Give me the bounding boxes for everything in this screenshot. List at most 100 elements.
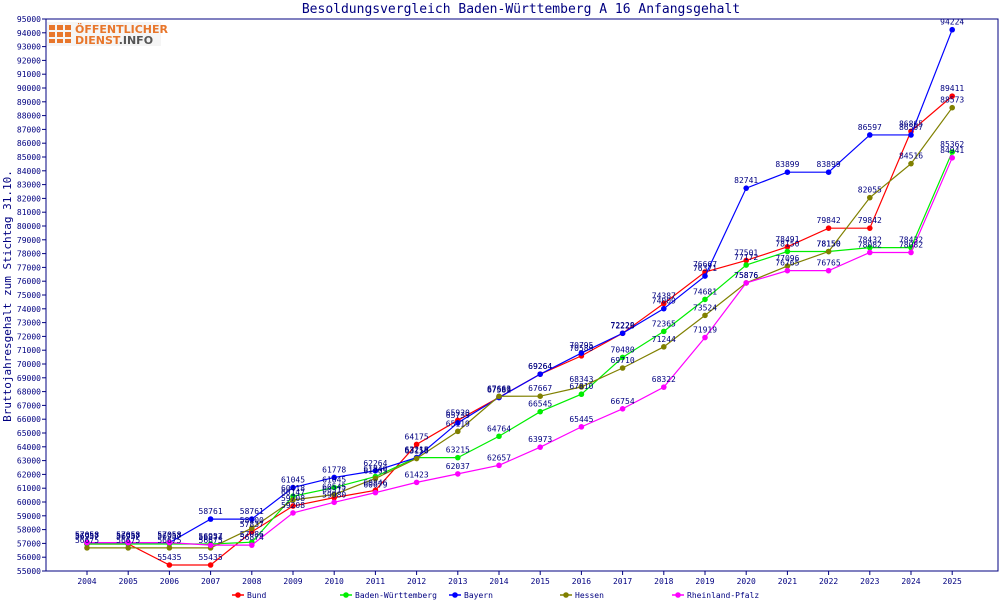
y-tick-label: 59000 [17, 512, 41, 521]
site-logo: ÖFFENTLICHER DIENST.INFO [47, 22, 168, 47]
x-tick-label: 2022 [819, 577, 838, 586]
data-label: 67810 [569, 382, 593, 391]
series-point [867, 194, 873, 201]
data-label: 56957 [116, 532, 140, 541]
y-tick-label: 85000 [17, 153, 41, 162]
y-tick-label: 88000 [17, 112, 41, 121]
data-label: 57058 [116, 531, 140, 540]
series-point [496, 462, 502, 469]
series-point [867, 132, 873, 138]
series-point [207, 542, 214, 548]
y-tick-label: 56000 [17, 553, 41, 562]
y-axis-label: Bruttojahresgehalt zum Stichtag 31.10. [1, 170, 14, 422]
x-tick-label: 2020 [737, 577, 756, 586]
series-point [537, 393, 543, 399]
data-label: 77501 [734, 248, 758, 257]
series-point [578, 384, 585, 390]
legend-swatch-marker [563, 592, 569, 598]
y-axis-ticks: 55000 56000 57000 58000 59000 60000 61000 62000… [17, 15, 46, 576]
series-point [331, 499, 338, 506]
legend-swatch-marker [343, 592, 349, 598]
series-point [413, 455, 420, 462]
x-tick-label: 2023 [860, 577, 879, 586]
series-point [537, 444, 543, 450]
series-point [207, 516, 214, 522]
data-label: 61045 [322, 476, 346, 485]
data-label: 64175 [405, 432, 429, 441]
y-tick-label: 92000 [17, 56, 41, 65]
data-label: 84516 [899, 152, 923, 161]
series-layer [84, 26, 955, 568]
x-tick-label: 2021 [778, 577, 797, 586]
data-label: 75876 [734, 271, 758, 280]
data-label: 84941 [940, 146, 964, 155]
x-tick-label: 2014 [489, 577, 508, 586]
series-line [87, 29, 953, 544]
data-label: 57086 [240, 530, 264, 539]
series-point [867, 249, 873, 256]
data-label: 74681 [693, 287, 717, 296]
data-label: 88573 [940, 96, 964, 105]
x-tick-label: 2009 [283, 577, 302, 586]
series-point [619, 405, 626, 412]
data-label: 78150 [775, 240, 799, 249]
y-tick-label: 87000 [17, 125, 41, 134]
x-tick-label: 2004 [77, 577, 96, 586]
data-label: 79842 [817, 216, 841, 225]
data-label: 83899 [775, 160, 799, 169]
series-point [578, 391, 585, 398]
data-label: 59980 [322, 490, 346, 499]
data-label: 67663 [487, 384, 511, 393]
data-label: 69710 [611, 356, 635, 365]
y-tick-label: 86000 [17, 139, 41, 148]
series-point [496, 433, 502, 440]
y-tick-label: 65000 [17, 429, 41, 438]
series-point [290, 484, 296, 491]
data-label: 65445 [569, 415, 593, 424]
series-point [249, 525, 255, 532]
series-point [908, 249, 914, 256]
series-point [784, 169, 791, 175]
series-point [784, 263, 791, 269]
data-label: 68343 [569, 375, 593, 384]
series-point [537, 408, 543, 415]
x-tick-label: 2008 [242, 577, 261, 586]
series-point [455, 471, 461, 477]
data-label: 57837 [240, 520, 264, 529]
series-line [87, 157, 953, 546]
series-point [331, 491, 338, 498]
series-rheinland-pfalz [84, 155, 955, 548]
series-point [619, 354, 626, 361]
data-label: 64764 [487, 424, 511, 433]
series-point [825, 267, 832, 274]
series-point [743, 257, 749, 264]
series-point [661, 305, 667, 312]
y-tick-label: 62000 [17, 470, 41, 479]
legend-label: Bund [247, 591, 266, 600]
data-label: 61840 [363, 465, 387, 474]
data-label: 55435 [157, 553, 181, 562]
y-tick-label: 72000 [17, 332, 41, 341]
data-label: 60545 [322, 482, 346, 491]
series-point [166, 545, 173, 551]
y-tick-label: 68000 [17, 388, 41, 397]
data-label: 65739 [446, 411, 470, 420]
data-label: 69264 [528, 362, 552, 371]
series-line [87, 151, 953, 545]
data-label: 70480 [611, 345, 635, 354]
logo-text-line1: ÖFFENTLICHER [75, 23, 168, 36]
data-label: 56675 [75, 536, 99, 545]
series-point [125, 539, 131, 546]
data-label: 56874 [240, 533, 264, 542]
data-label: 63973 [528, 435, 552, 444]
legend-label: Hessen [575, 591, 604, 600]
data-label: 78082 [899, 240, 923, 249]
x-tick-label: 2011 [366, 577, 385, 586]
data-label: 70589 [569, 344, 593, 353]
data-label: 89411 [940, 84, 964, 93]
data-label: 85362 [940, 140, 964, 149]
x-tick-label: 2007 [201, 577, 220, 586]
y-tick-label: 71000 [17, 346, 41, 355]
data-label: 62264 [363, 459, 387, 468]
